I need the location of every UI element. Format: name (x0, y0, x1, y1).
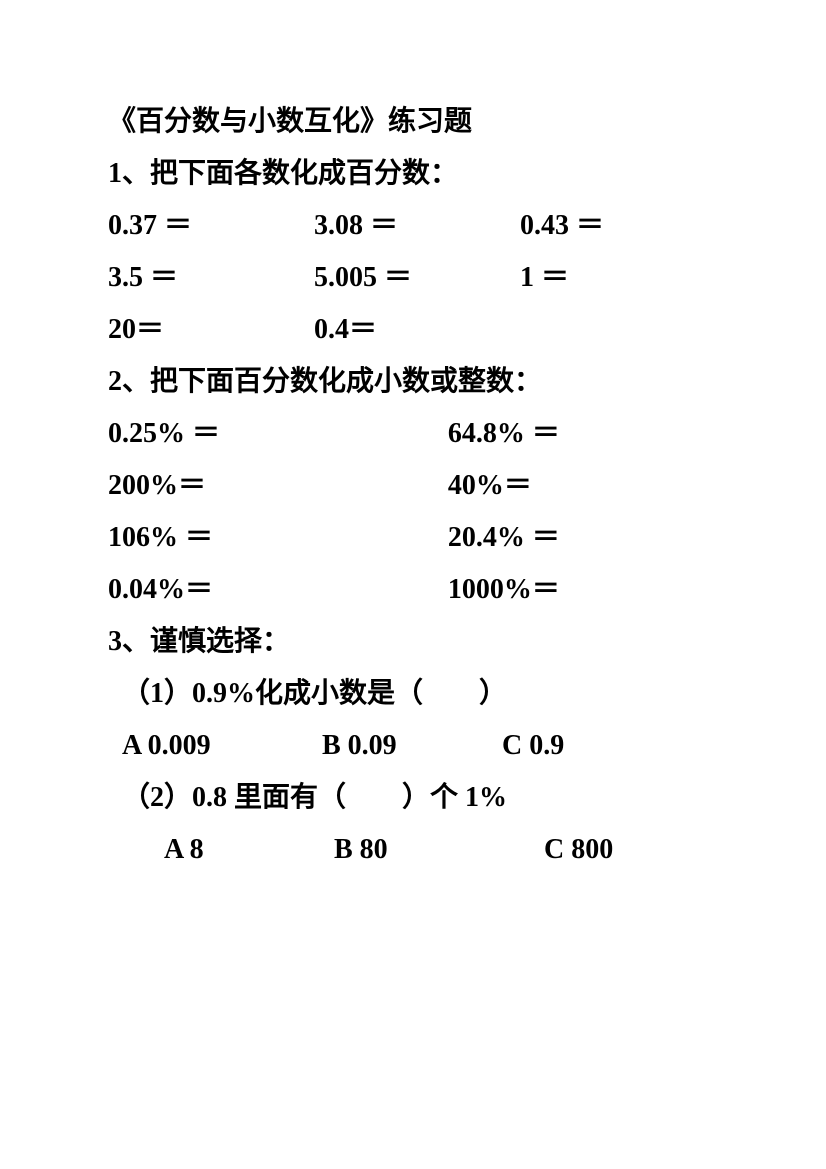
option: B 80 (334, 836, 544, 864)
expression: 0.37 ＝ (108, 212, 314, 240)
section1-row: 20＝ 0.4＝ (108, 316, 726, 344)
expression (520, 316, 726, 344)
section1-heading: 1、把下面各数化成百分数： (108, 160, 726, 188)
expression: 0.43 ＝ (520, 212, 726, 240)
option: A 8 (164, 836, 334, 864)
expression: 0.04%＝ (108, 576, 448, 604)
expression: 106% ＝ (108, 524, 448, 552)
option: C 0.9 (502, 732, 682, 760)
expression: 0.25% ＝ (108, 420, 448, 448)
expression: 0.4＝ (314, 316, 520, 344)
section3-heading: 3、谨慎选择： (108, 628, 726, 656)
section2-heading: 2、把下面百分数化成小数或整数： (108, 368, 726, 396)
expression: 20.4% ＝ (448, 524, 726, 552)
expression: 40%＝ (448, 472, 726, 500)
expression: 5.005 ＝ (314, 264, 520, 292)
expression: 1 ＝ (520, 264, 726, 292)
option: C 800 (544, 836, 613, 864)
section2-row: 200%＝ 40%＝ (108, 472, 726, 500)
section1-row: 0.37 ＝ 3.08 ＝ 0.43 ＝ (108, 212, 726, 240)
page-title: 《百分数与小数互化》练习题 (108, 108, 726, 136)
worksheet-page: 《百分数与小数互化》练习题 1、把下面各数化成百分数： 0.37 ＝ 3.08 … (0, 0, 826, 1169)
question-options: A 0.009 B 0.09 C 0.9 (108, 732, 726, 760)
section2-row: 0.25% ＝ 64.8% ＝ (108, 420, 726, 448)
question-stem: （1）0.9%化成小数是（ ） (108, 680, 726, 708)
section1-row: 3.5 ＝ 5.005 ＝ 1 ＝ (108, 264, 726, 292)
section2-row: 0.04%＝ 1000%＝ (108, 576, 726, 604)
expression: 1000%＝ (448, 576, 726, 604)
option: B 0.09 (322, 732, 502, 760)
section2-row: 106% ＝ 20.4% ＝ (108, 524, 726, 552)
expression: 200%＝ (108, 472, 448, 500)
expression: 3.5 ＝ (108, 264, 314, 292)
question-options: A 8 B 80 C 800 (108, 836, 726, 864)
expression: 64.8% ＝ (448, 420, 726, 448)
expression: 20＝ (108, 316, 314, 344)
expression: 3.08 ＝ (314, 212, 520, 240)
question-stem: （2）0.8 里面有（ ）个 1% (108, 784, 726, 812)
option: A 0.009 (122, 732, 322, 760)
